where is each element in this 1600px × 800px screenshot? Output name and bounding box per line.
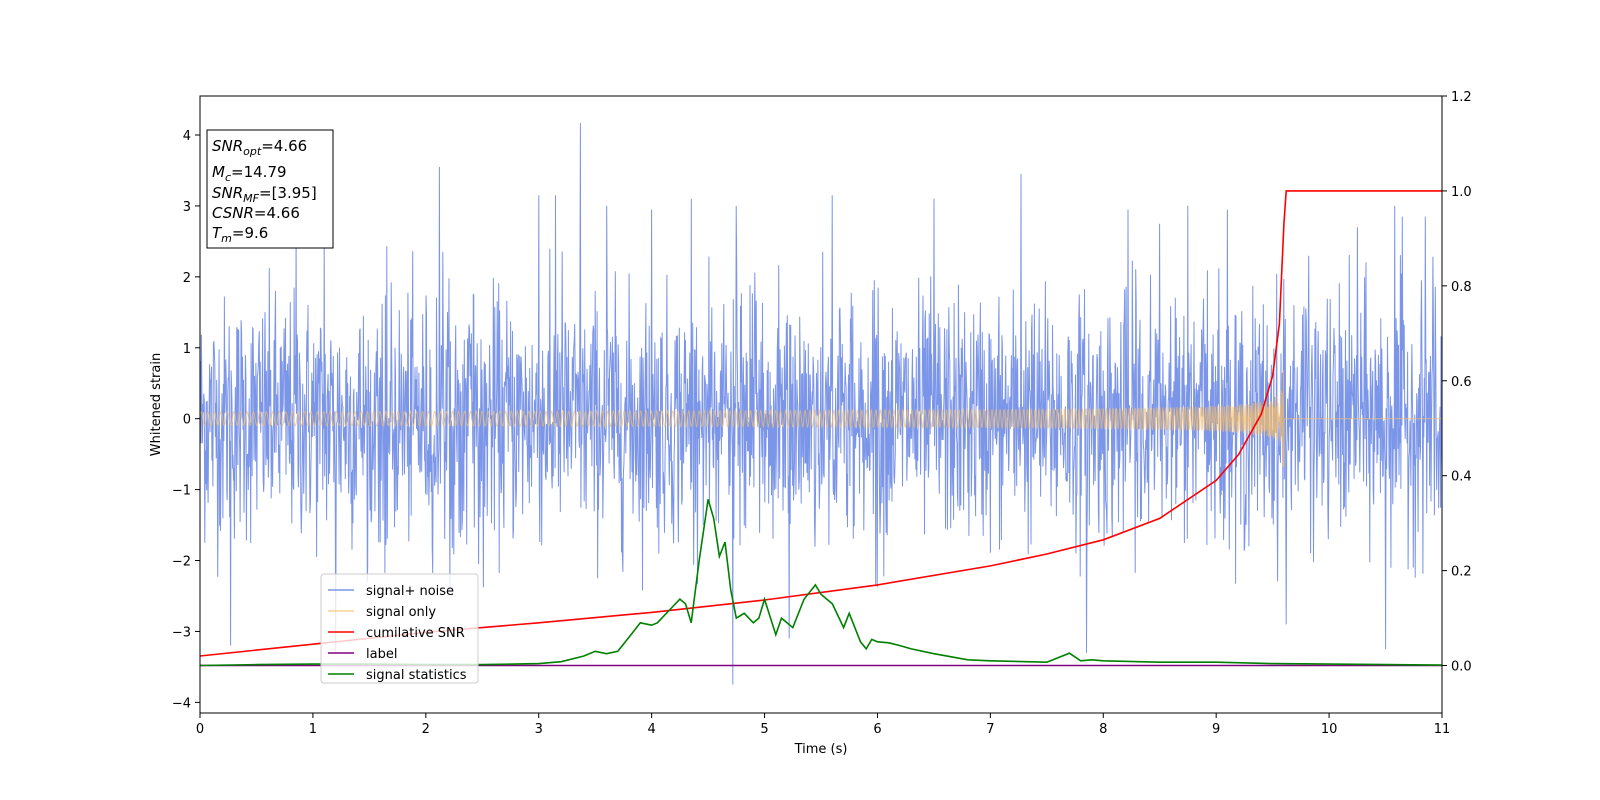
y-axis-right: 0.0 0.2 0.4 0.6 0.8 1.0 1.2 [1442, 90, 1472, 675]
annotation-tm: Tm=9.6 [212, 224, 268, 245]
legend-label: signal statistics [366, 668, 467, 683]
x-tick-label: 2 [422, 722, 430, 737]
y2-tick-label: 0.0 [1451, 660, 1472, 675]
y-axis-label: Whitened strain [149, 353, 164, 456]
x-tick-label: 4 [647, 722, 655, 737]
y2-tick-label: 0.8 [1451, 280, 1472, 295]
y2-tick-label: 0.6 [1451, 375, 1472, 390]
x-tick-label: 9 [1212, 722, 1220, 737]
series-signal-noise [200, 122, 1442, 685]
legend: signal+ noise signal only cumilative SNR la… [320, 573, 479, 684]
legend-label: signal+ noise [366, 584, 454, 599]
y-tick-label: −2 [172, 555, 191, 570]
plot-frame [199, 95, 1443, 714]
y2-tick-label: 0.4 [1451, 470, 1472, 485]
y-tick-label: −1 [172, 484, 191, 499]
x-tick-label: 11 [1434, 722, 1451, 737]
x-tick-label: 3 [535, 722, 543, 737]
series-signal-statistics [200, 499, 1442, 667]
y-tick-label: −4 [172, 696, 191, 711]
y2-tick-label: 1.2 [1451, 90, 1472, 105]
y2-tick-label: 0.2 [1451, 565, 1472, 580]
x-tick-label: 7 [986, 722, 994, 737]
x-tick-label: 0 [196, 722, 204, 737]
y-tick-label: 0 [183, 413, 191, 428]
annotation-csnr: CSNR=4.66 [212, 204, 300, 222]
series-cumilative-snr [200, 190, 1442, 657]
annotation-mc: Mc=14.79 [212, 163, 287, 184]
legend-label: cumilative SNR [366, 626, 465, 641]
x-axis: 0 1 2 3 4 5 6 7 8 9 10 11 [196, 713, 1450, 737]
y-tick-label: 1 [183, 342, 191, 357]
legend-label: signal only [366, 605, 436, 620]
x-tick-label: 6 [873, 722, 881, 737]
y2-tick-label: 1.0 [1451, 185, 1472, 200]
y-tick-label: 3 [183, 200, 191, 215]
y-axis-left: −4 −3 −2 −1 0 1 2 3 4 [172, 129, 200, 711]
x-tick-label: 10 [1321, 722, 1338, 737]
x-tick-label: 1 [309, 722, 317, 737]
legend-label: label [366, 647, 397, 662]
y-tick-label: 2 [183, 271, 191, 286]
series-signal-only [200, 370, 1442, 467]
annotation-snr-opt: SNRopt=4.66 [212, 137, 307, 158]
y-tick-label: 4 [183, 129, 191, 144]
legend-frame [320, 573, 479, 684]
annotation-box: SNRopt=4.66 Mc=14.79 SNRMF=[3.95] CSNR=4… [206, 129, 334, 249]
y-tick-label: −3 [172, 625, 191, 640]
annotation-frame [206, 129, 334, 249]
x-tick-label: 8 [1099, 722, 1107, 737]
x-tick-label: 5 [760, 722, 768, 737]
annotation-snr-mf: SNRMF=[3.95] [212, 184, 317, 205]
x-axis-label: Time (s) [794, 742, 848, 757]
